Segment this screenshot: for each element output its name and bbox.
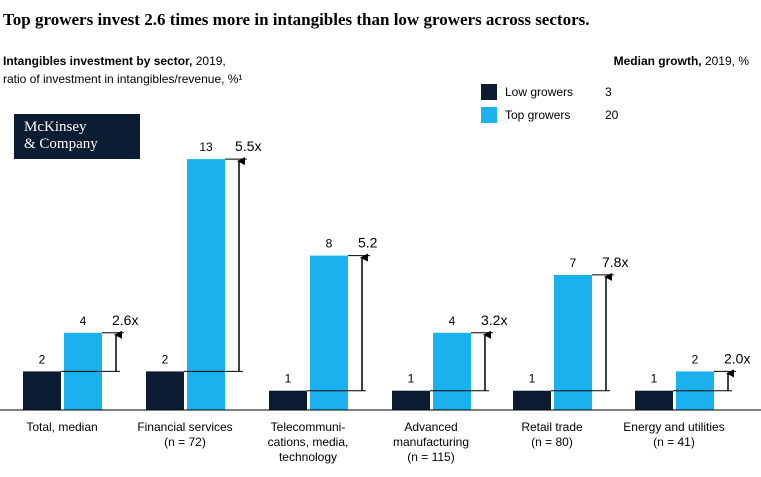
mckinsey-logo: McKinsey & Company <box>14 114 140 159</box>
legend-swatch-low <box>481 84 497 100</box>
bar-low-growers <box>635 390 673 410</box>
bar-low-growers <box>269 390 307 410</box>
bar-low-growers <box>392 390 430 410</box>
subtitle-rest: 2019, <box>192 54 226 68</box>
value-label-top: 7 <box>570 256 577 270</box>
ratio-label: 3.2x <box>481 312 507 328</box>
category-label: Energy and utilities <box>623 420 724 434</box>
category-label: Financial services <box>137 420 232 434</box>
category-label: Telecommuni- <box>271 420 346 434</box>
bar-low-growers <box>146 371 184 410</box>
chart-title: Top growers invest 2.6 times more in int… <box>3 10 590 29</box>
ratio-label: 7.8x <box>602 254 628 270</box>
bar-low-growers <box>513 390 551 410</box>
value-label-low: 2 <box>39 352 46 366</box>
category-label: manufacturing <box>393 435 469 449</box>
value-label-top: 2 <box>692 352 699 366</box>
ratio-label: 2.6x <box>112 312 138 328</box>
bar-low-growers <box>23 371 61 410</box>
value-label-low: 1 <box>285 372 292 386</box>
category-label: cations, media, <box>268 435 349 449</box>
median-growth-header: Median growth, 2019, % <box>614 54 749 68</box>
chart-subtitle-line2: ratio of investment in intangibles/reven… <box>3 72 243 86</box>
chart-subtitle: Intangibles investment by sector, 2019, <box>3 54 226 68</box>
category-label: (n = 72) <box>164 435 206 449</box>
bar-top-growers <box>554 274 592 410</box>
logo-line2: & Company <box>24 136 98 152</box>
value-label-low: 1 <box>408 372 415 386</box>
value-label-low: 2 <box>162 352 169 366</box>
value-label-low: 1 <box>651 372 658 386</box>
logo-line1: McKinsey <box>24 119 87 135</box>
median-header-rest: 2019, % <box>701 54 749 68</box>
category-label: technology <box>279 450 337 464</box>
legend-label-low: Low growers <box>505 85 574 99</box>
value-label-top: 4 <box>80 314 87 328</box>
legend-value-top: 20 <box>605 108 619 122</box>
category-label: Retail trade <box>521 420 583 434</box>
ratio-label: 2.0x <box>724 350 750 366</box>
bar-top-growers <box>433 332 471 410</box>
ratio-label: 5.2 <box>358 235 378 251</box>
subtitle-bold: Intangibles investment by sector, <box>3 54 193 68</box>
legend-swatch-top <box>481 107 497 123</box>
category-label: (n = 41) <box>653 435 695 449</box>
value-label-top: 13 <box>199 140 213 154</box>
median-header-bold: Median growth, <box>613 54 702 68</box>
legend-label-top: Top growers <box>505 108 571 122</box>
bar-top-growers <box>310 255 348 410</box>
category-label: Advanced <box>404 420 457 434</box>
bar-top-growers <box>187 159 225 410</box>
category-label: (n = 80) <box>531 435 573 449</box>
value-label-low: 1 <box>529 372 536 386</box>
value-label-top: 8 <box>326 237 333 251</box>
legend-value-low: 3 <box>605 85 612 99</box>
category-label: Total, median <box>26 420 97 434</box>
ratio-label: 5.5x <box>235 138 261 154</box>
value-label-top: 4 <box>449 314 456 328</box>
category-label: (n = 115) <box>407 450 454 464</box>
